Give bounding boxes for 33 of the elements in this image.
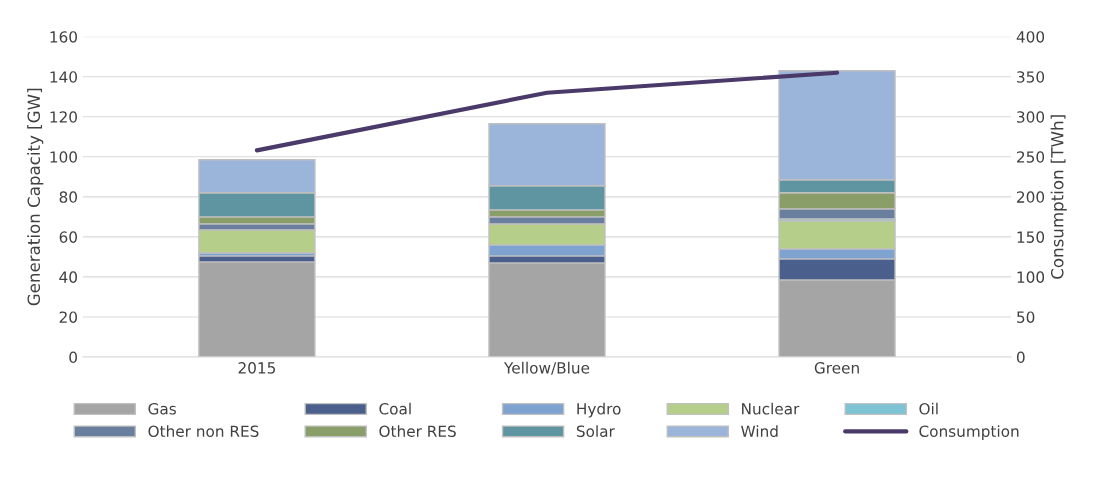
y-axis-title: Generation Capacity [GW] <box>27 88 44 306</box>
y-tick-label: 60 <box>59 231 77 243</box>
legend-label: Oil <box>919 402 938 415</box>
y2-tick-label: 350 <box>1017 71 1045 83</box>
y-tick-label: 20 <box>59 311 77 323</box>
y2-tick-label: 50 <box>1017 311 1035 323</box>
y2-tick-label: 200 <box>1017 191 1045 203</box>
y2-tick-label: 100 <box>1017 271 1045 283</box>
legend-label: Gas <box>148 403 176 415</box>
y-tick-label: 80 <box>59 191 77 203</box>
y2-tick-label: 0 <box>1016 351 1025 363</box>
y-tick-label: 140 <box>50 71 77 83</box>
y2-axis-title: Consumption [TWh] <box>1050 115 1067 279</box>
y2-tick-label: 400 <box>1016 31 1045 43</box>
legend-label: Coal <box>379 402 411 415</box>
x-tick-label: Green <box>814 362 859 374</box>
x-tick-label: Yellow/Blue <box>503 361 590 375</box>
y2-tick-label: 150 <box>1017 231 1045 243</box>
legend-label: Nuclear <box>742 402 800 415</box>
legend-label: Solar <box>576 425 615 437</box>
y-tick-label: 0 <box>69 351 77 363</box>
y2-tick-label: 250 <box>1017 151 1045 163</box>
y-tick-label: 100 <box>50 151 77 163</box>
legend-label: Other RES <box>379 425 456 437</box>
y-tick-label: 40 <box>59 271 77 283</box>
legend-label: Consumption <box>919 425 1019 440</box>
y-tick-label: 160 <box>50 31 77 43</box>
legend-label: Hydro <box>577 402 621 418</box>
x-tick-label: 2015 <box>238 362 276 374</box>
legend-label: Other non RES <box>148 425 259 437</box>
legend-label: Wind <box>741 425 778 437</box>
y2-tick-label: 300 <box>1017 111 1045 123</box>
y-tick-label: 120 <box>50 111 77 123</box>
